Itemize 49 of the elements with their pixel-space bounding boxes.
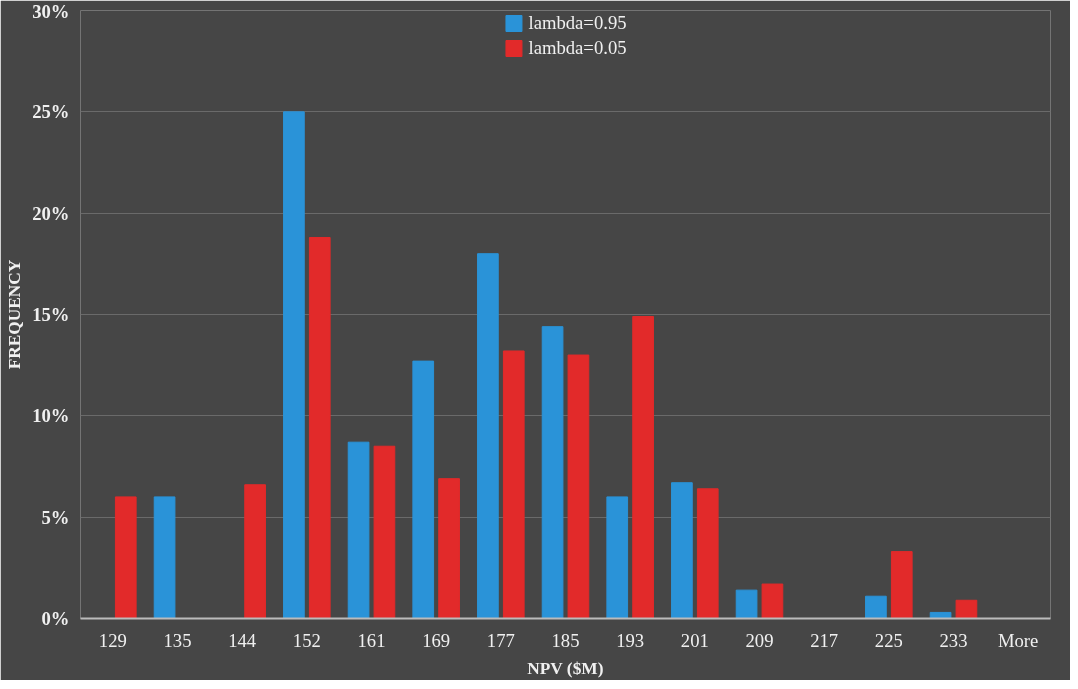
x-axis-title: NPV ($M) <box>527 658 604 678</box>
x-tick-label: 217 <box>810 629 839 651</box>
bar <box>502 350 525 619</box>
x-tick-label: 185 <box>551 629 580 651</box>
bar <box>347 441 370 619</box>
bar <box>696 488 719 619</box>
bar <box>735 589 758 619</box>
x-tick-label: 135 <box>163 629 192 651</box>
x-tick-label: 129 <box>98 629 127 651</box>
x-tick-label: 209 <box>745 629 774 651</box>
x-tick-label: More <box>997 629 1039 651</box>
bar <box>438 478 460 619</box>
bar <box>632 316 654 619</box>
x-tick-label: 201 <box>680 629 709 651</box>
bar <box>412 360 435 619</box>
x-tick-label: 169 <box>422 629 451 651</box>
x-tick-label: 144 <box>228 629 257 651</box>
bar <box>373 445 396 619</box>
x-tick-label: 161 <box>357 629 386 651</box>
bar <box>308 236 331 619</box>
bar <box>761 583 784 619</box>
bar <box>153 496 176 619</box>
y-tick-label: 15% <box>32 304 70 325</box>
bar <box>929 611 952 619</box>
y-axis-title: FREQUENCY <box>5 259 25 370</box>
bar <box>890 551 913 619</box>
bar <box>477 253 499 619</box>
bar <box>567 354 590 619</box>
bar <box>865 595 887 619</box>
legend-label: lambda=0.05 <box>528 37 627 59</box>
legend-label: lambda=0.95 <box>528 12 627 34</box>
bar <box>114 496 137 619</box>
y-tick-label: 10% <box>32 405 70 427</box>
bar <box>955 599 978 619</box>
bar <box>541 326 564 619</box>
bar <box>671 482 693 619</box>
y-tick-label: 20% <box>32 202 70 224</box>
y-tick-label: 5% <box>41 506 70 528</box>
x-tick-label: 152 <box>292 629 321 651</box>
y-tick-label: 0% <box>41 608 70 629</box>
x-tick-label: 233 <box>939 629 968 651</box>
y-tick-label: 30% <box>32 0 70 22</box>
bar <box>244 484 266 619</box>
x-tick-label: 225 <box>874 629 903 651</box>
y-tick-label: 25% <box>32 101 70 123</box>
x-tick-label: 193 <box>616 629 645 651</box>
bar <box>283 111 305 619</box>
bar <box>606 496 629 619</box>
x-tick-label: 177 <box>486 629 515 651</box>
